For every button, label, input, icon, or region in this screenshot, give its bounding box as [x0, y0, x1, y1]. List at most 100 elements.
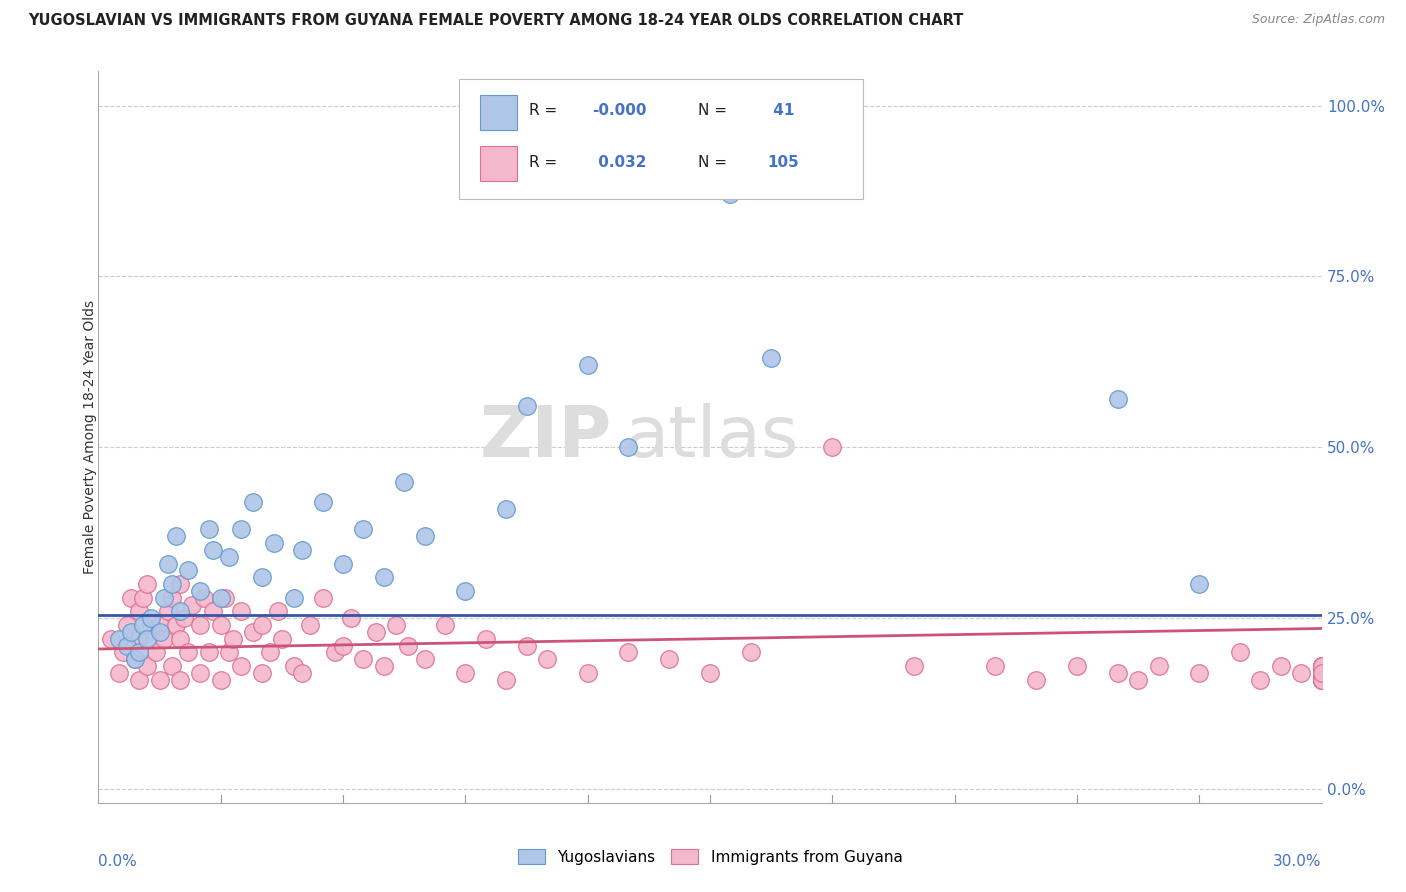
- Point: [536, 652, 558, 666]
- Point: [617, 645, 640, 659]
- Point: [291, 665, 314, 680]
- Point: [1229, 645, 1251, 659]
- Point: [1310, 665, 1333, 680]
- Point: [197, 522, 219, 536]
- Point: [373, 659, 395, 673]
- Point: [267, 604, 290, 618]
- Point: [1310, 665, 1333, 680]
- Point: [136, 659, 159, 673]
- Point: [283, 591, 305, 605]
- Point: [214, 591, 236, 605]
- Point: [128, 645, 150, 659]
- Point: [156, 557, 179, 571]
- Point: [128, 604, 150, 618]
- Point: [323, 645, 346, 659]
- Point: [188, 618, 212, 632]
- Point: [291, 542, 314, 557]
- Text: 0.032: 0.032: [592, 155, 647, 170]
- Point: [169, 632, 191, 646]
- Point: [720, 187, 742, 202]
- Point: [160, 577, 183, 591]
- Point: [1188, 665, 1211, 680]
- Point: [392, 475, 416, 489]
- Point: [193, 591, 215, 605]
- Point: [658, 652, 681, 666]
- Point: [165, 618, 187, 632]
- Point: [1310, 673, 1333, 687]
- Point: [1147, 659, 1170, 673]
- Point: [312, 495, 335, 509]
- Text: R =: R =: [529, 155, 562, 170]
- Bar: [479, 146, 517, 181]
- Point: [1310, 665, 1333, 680]
- Point: [108, 665, 131, 680]
- Point: [1310, 665, 1333, 680]
- Point: [165, 529, 187, 543]
- Point: [132, 591, 155, 605]
- Point: [156, 604, 179, 618]
- Point: [1310, 659, 1333, 673]
- Point: [250, 618, 273, 632]
- Point: [124, 652, 146, 666]
- Point: [160, 659, 183, 673]
- Point: [160, 591, 183, 605]
- Point: [1310, 659, 1333, 673]
- Point: [396, 639, 419, 653]
- Point: [115, 639, 138, 653]
- Point: [124, 652, 146, 666]
- Point: [136, 632, 159, 646]
- Legend: Yugoslavians, Immigrants from Guyana: Yugoslavians, Immigrants from Guyana: [517, 848, 903, 864]
- Point: [1128, 673, 1150, 687]
- Point: [413, 529, 436, 543]
- Point: [516, 639, 538, 653]
- Point: [141, 611, 163, 625]
- Point: [120, 591, 142, 605]
- Point: [454, 583, 477, 598]
- Point: [385, 618, 408, 632]
- Point: [136, 577, 159, 591]
- Point: [218, 645, 240, 659]
- Point: [984, 659, 1007, 673]
- Point: [120, 624, 142, 639]
- Point: [201, 604, 224, 618]
- Point: [231, 659, 253, 673]
- Point: [576, 359, 599, 373]
- Point: [474, 632, 498, 646]
- Point: [242, 624, 264, 639]
- Point: [1310, 659, 1333, 673]
- Point: [149, 624, 172, 639]
- Point: [299, 618, 322, 632]
- Text: 105: 105: [768, 155, 799, 170]
- Point: [1310, 659, 1333, 673]
- Point: [1249, 673, 1271, 687]
- Point: [352, 522, 374, 536]
- Point: [145, 645, 167, 659]
- Point: [740, 645, 762, 659]
- Point: [1270, 659, 1292, 673]
- Point: [231, 604, 253, 618]
- Text: YUGOSLAVIAN VS IMMIGRANTS FROM GUYANA FEMALE POVERTY AMONG 18-24 YEAR OLDS CORRE: YUGOSLAVIAN VS IMMIGRANTS FROM GUYANA FE…: [28, 13, 963, 29]
- Point: [1107, 392, 1129, 407]
- Text: -0.000: -0.000: [592, 103, 647, 118]
- Point: [516, 400, 538, 414]
- Point: [242, 495, 264, 509]
- Point: [209, 618, 232, 632]
- Point: [699, 665, 721, 680]
- Text: 0.0%: 0.0%: [98, 854, 138, 869]
- Point: [1310, 673, 1333, 687]
- Point: [413, 652, 436, 666]
- Point: [576, 665, 599, 680]
- Point: [259, 645, 281, 659]
- Point: [821, 440, 844, 454]
- Text: N =: N =: [697, 103, 731, 118]
- Point: [312, 591, 335, 605]
- Point: [1310, 673, 1333, 687]
- Point: [250, 665, 273, 680]
- Point: [209, 591, 232, 605]
- Text: 41: 41: [768, 103, 794, 118]
- Point: [283, 659, 305, 673]
- Point: [152, 591, 174, 605]
- Text: N =: N =: [697, 155, 731, 170]
- Point: [108, 632, 131, 646]
- Text: ZIP: ZIP: [479, 402, 612, 472]
